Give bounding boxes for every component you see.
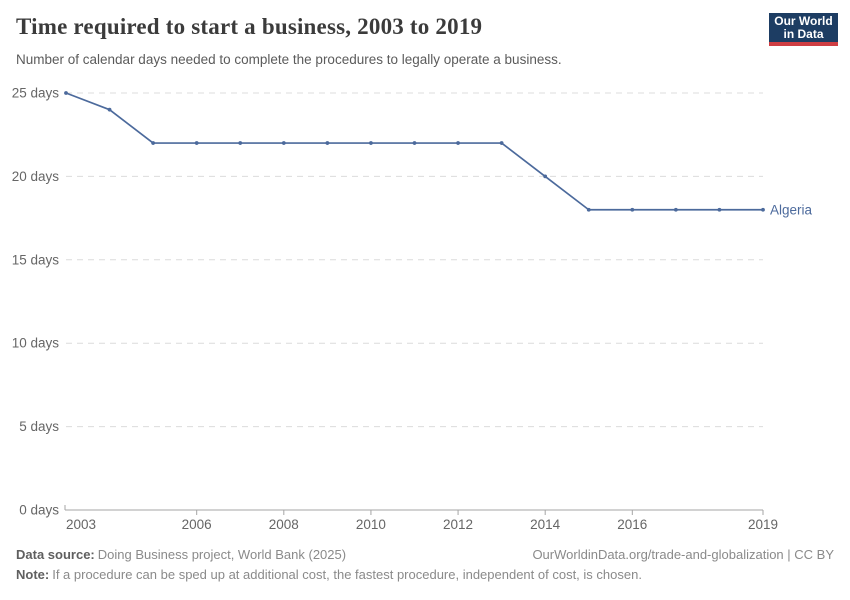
- data-line[interactable]: [65, 92, 763, 211]
- note-text: If a procedure can be sped up at additio…: [52, 567, 642, 582]
- data-point[interactable]: [412, 141, 417, 145]
- data-point[interactable]: [630, 207, 635, 212]
- data-point[interactable]: [64, 91, 68, 95]
- chart-subtitle: Number of calendar days needed to comple…: [16, 52, 562, 67]
- data-point[interactable]: [238, 141, 243, 145]
- x-tick-label: 2014: [530, 517, 561, 532]
- data-point[interactable]: [281, 141, 286, 145]
- data-point[interactable]: [456, 141, 460, 145]
- data-point[interactable]: [673, 207, 678, 212]
- data-point[interactable]: [586, 207, 591, 212]
- chart-note: Note: If a procedure can be sped up at ad…: [16, 567, 834, 582]
- x-tick-label: 2019: [748, 517, 778, 532]
- data-point[interactable]: [761, 207, 765, 212]
- y-tick-label: 0 days: [19, 503, 59, 518]
- y-tick-label: 5 days: [19, 419, 59, 434]
- x-tick-label: 2010: [356, 517, 386, 532]
- data-point[interactable]: [151, 141, 156, 145]
- note-label: Note:: [16, 567, 50, 582]
- series-end-label[interactable]: Algeria: [770, 202, 813, 217]
- owid-logo[interactable]: Our World in Data: [769, 13, 838, 46]
- x-tick-label: 2006: [182, 517, 212, 532]
- data-point[interactable]: [717, 207, 722, 212]
- line-chart[interactable]: 0 days 5 days 10 days 15 days 20 days 25 days…: [0, 80, 850, 540]
- y-tick-label: 25 days: [12, 86, 60, 101]
- x-tick-label: 2012: [443, 517, 473, 532]
- x-tick-label: 2003: [66, 517, 96, 532]
- data-point[interactable]: [194, 141, 199, 145]
- x-tick-label: 2008: [269, 517, 299, 532]
- attribution-link[interactable]: OurWorldinData.org/trade-and-globalizati…: [532, 547, 834, 562]
- data-point[interactable]: [369, 141, 373, 145]
- data-source-text: Doing Business project, World Bank (2025…: [97, 547, 347, 562]
- data-point[interactable]: [107, 107, 112, 112]
- y-tick-label: 15 days: [12, 252, 60, 267]
- data-source-label: Data source:: [16, 547, 95, 562]
- data-source: Data source: Doing Business project, Worl…: [16, 547, 346, 562]
- data-point[interactable]: [499, 141, 504, 145]
- chart-footer: Data source: Doing Business project, Worl…: [16, 547, 834, 582]
- owid-logo-line1: Our World: [774, 13, 833, 28]
- page-title: Time required to start a business, 2003 …: [16, 14, 483, 39]
- y-tick-label: 10 days: [12, 336, 60, 351]
- owid-logo-line2: in Data: [783, 26, 824, 41]
- x-tick-label: 2016: [617, 517, 647, 532]
- data-point[interactable]: [543, 174, 548, 179]
- data-point[interactable]: [325, 141, 330, 145]
- y-tick-label: 20 days: [12, 169, 60, 184]
